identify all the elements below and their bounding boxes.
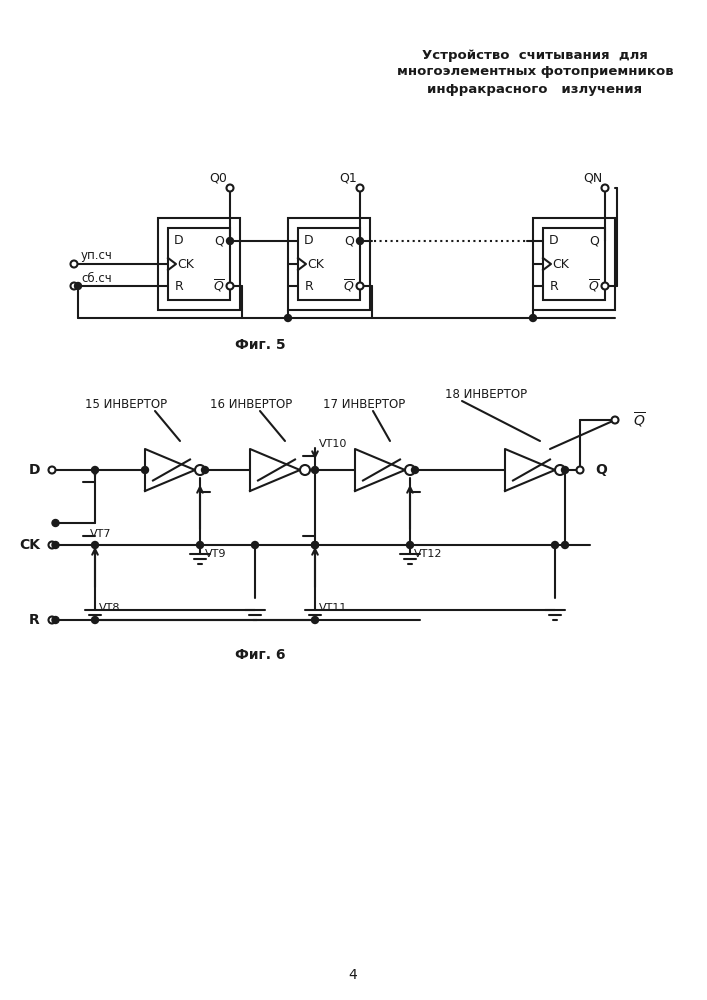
Circle shape [226,237,233,244]
Text: D: D [304,234,314,247]
Text: VT11: VT11 [319,603,347,613]
Circle shape [74,282,81,290]
Circle shape [407,542,414,548]
Text: уп.сч: уп.сч [81,249,113,262]
Text: QN: QN [583,172,602,184]
Circle shape [201,466,209,474]
Text: D: D [549,234,559,247]
Circle shape [91,466,98,474]
Text: Фиг. 6: Фиг. 6 [235,648,285,662]
Polygon shape [145,449,195,491]
Polygon shape [355,449,405,491]
Text: $\overline{Q}$: $\overline{Q}$ [343,278,355,294]
Text: 4: 4 [349,968,357,982]
Circle shape [356,237,363,244]
Circle shape [356,282,363,290]
Circle shape [555,465,565,475]
Text: 18 ИНВЕРТОР: 18 ИНВЕРТОР [445,387,527,400]
Text: Устройство  считывания  для: Устройство считывания для [422,48,648,62]
Text: $\overline{Q}$: $\overline{Q}$ [588,278,600,294]
Text: CK: CK [177,257,194,270]
Text: Q: Q [589,234,599,247]
Text: R: R [305,279,313,292]
Circle shape [602,184,609,192]
Circle shape [312,542,318,548]
Circle shape [195,465,205,475]
Circle shape [197,542,204,548]
Text: 16 ИНВЕРТОР: 16 ИНВЕРТОР [210,397,292,410]
Text: 15 ИНВЕРТОР: 15 ИНВЕРТОР [85,397,167,410]
Polygon shape [505,449,555,491]
Text: VT8: VT8 [99,603,120,613]
Text: Q0: Q0 [209,172,227,184]
Text: R: R [175,279,183,292]
Circle shape [91,542,98,548]
Text: Q: Q [595,463,607,477]
Text: 17 ИНВЕРТОР: 17 ИНВЕРТОР [323,397,405,410]
Circle shape [71,260,78,267]
Polygon shape [250,449,300,491]
Circle shape [52,542,59,548]
Circle shape [405,465,415,475]
Circle shape [356,184,363,192]
Text: CK: CK [308,257,325,270]
Circle shape [576,466,583,474]
Text: $\overline{Q}$: $\overline{Q}$ [633,410,646,430]
Circle shape [551,542,559,548]
Circle shape [141,466,148,474]
Text: $\overline{Q}$: $\overline{Q}$ [213,278,225,294]
Text: CK: CK [553,257,569,270]
Text: VT12: VT12 [414,549,443,559]
Text: Q: Q [344,234,354,247]
Circle shape [52,520,59,526]
Text: сб.сч: сб.сч [81,271,112,284]
Circle shape [612,416,619,424]
Circle shape [49,616,56,624]
Circle shape [91,616,98,624]
Circle shape [71,282,78,290]
Text: D: D [28,463,40,477]
Circle shape [561,466,568,474]
Bar [298,228,360,300]
Text: инфракрасного   излучения: инфракрасного излучения [428,83,643,96]
Bar [158,218,240,310]
Text: R: R [29,613,40,627]
Circle shape [530,314,537,322]
Text: R: R [549,279,559,292]
Circle shape [300,465,310,475]
Text: Фиг. 5: Фиг. 5 [235,338,286,352]
Text: Q1: Q1 [339,172,357,184]
Circle shape [602,282,609,290]
Text: VT9: VT9 [205,549,226,559]
Text: D: D [174,234,184,247]
Circle shape [226,184,233,192]
Text: многоэлементных фотоприемников: многоэлементных фотоприемников [397,66,673,79]
Bar [543,228,605,300]
Text: Q: Q [214,234,224,247]
Circle shape [561,542,568,548]
Circle shape [49,466,56,474]
Circle shape [49,542,56,548]
Circle shape [312,542,318,548]
Circle shape [284,314,291,322]
Text: CK: CK [19,538,40,552]
Text: VT7: VT7 [90,529,112,539]
Bar [168,228,230,300]
Text: VT10: VT10 [319,439,347,449]
Circle shape [312,466,318,474]
Circle shape [411,466,419,474]
Bar [533,218,615,310]
Bar [288,218,370,310]
Circle shape [252,542,259,548]
Circle shape [52,616,59,624]
Circle shape [226,282,233,290]
Circle shape [312,616,318,624]
